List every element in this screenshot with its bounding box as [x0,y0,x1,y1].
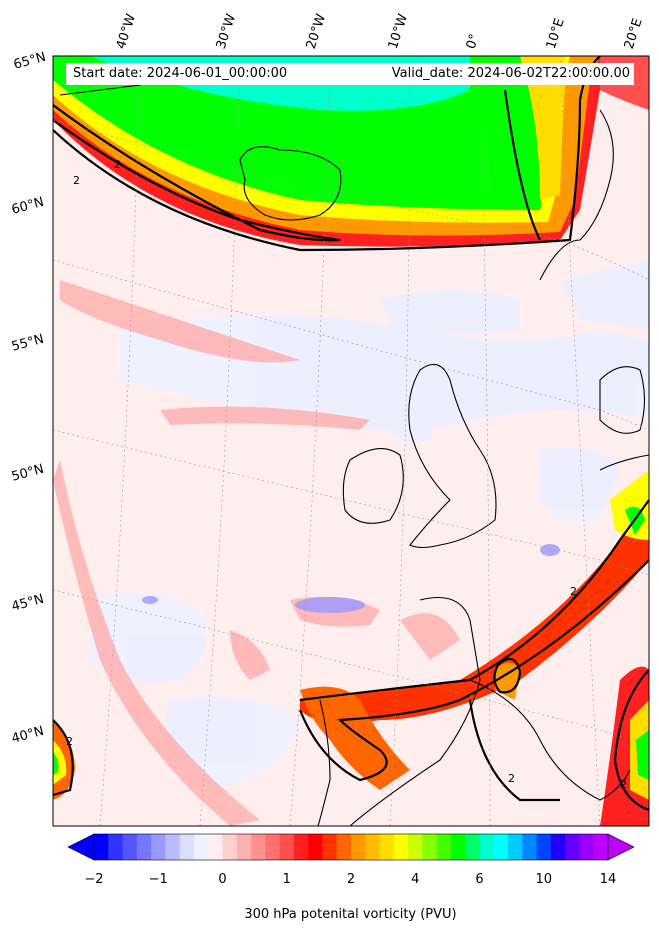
contour-label: 2 [73,174,80,187]
colorbar-cell [379,834,395,860]
colorbar-tick-label: 4 [411,872,420,887]
colorbar-tick-label: 10 [535,872,553,887]
colorbar-cell [493,834,509,860]
colorbar-tick-label: 0 [218,872,227,887]
colorbar-cell [508,834,523,860]
pv-field [53,56,649,826]
colorbar-cell [265,834,281,860]
colorbar-tick-label: 14 [599,872,617,887]
colorbar-tick-label: −1 [148,872,168,887]
info-bar: Start date: 2024-06-01_00:00:00 Valid_da… [66,63,634,85]
colorbar-cell [308,834,323,860]
colorbar-cell [436,834,452,860]
colorbar-cell [222,834,238,860]
contour-label: 2 [508,772,515,785]
colorbar-cell [136,834,152,860]
map-frame [52,55,650,827]
colorbar-tick-label: 1 [282,872,291,887]
colorbar-cell [408,834,423,860]
colorbar-cell [208,834,223,860]
colorbar-tick-label: 2 [346,872,356,887]
colorbar-cell [251,834,266,860]
colorbar-cell [393,834,409,860]
colorbar-cell [94,834,109,860]
colorbar-cell [550,834,566,860]
colorbar-over-arrow [607,833,635,861]
colorbar-cell [450,834,466,860]
colorbar-title: 300 hPa potenital vorticity (PVU) [244,907,457,922]
colorbar-under-arrow [67,833,95,861]
colorbar-cell [279,834,295,860]
colorbar-cell [122,834,138,860]
colorbar-cell [151,834,166,860]
colorbar-cell [536,834,552,860]
pv2-contours [53,56,649,812]
start-date-text: Start date: 2024-06-01_00:00:00 [73,66,288,81]
colorbar-cell [108,834,124,860]
colorbar-cell [422,834,438,860]
colorbar-cell [179,834,195,860]
colorbar-tick-label: 6 [475,872,484,887]
colorbar-cell [322,834,338,860]
colorbar-cell [465,834,480,860]
colorbar-cell [565,834,580,860]
graticule [53,56,649,826]
contour-label: 2 [66,735,73,748]
contour-label: 2 [114,158,121,171]
colorbar-cell [293,834,309,860]
colorbar-cell [351,834,366,860]
colorbar-cell [365,834,381,860]
contour-label: 2 [620,778,627,791]
colorbar-cell [165,834,181,860]
contour-label: 2 [570,585,577,598]
colorbar-cell [593,834,609,860]
colorbar [67,833,635,861]
colorbar-cell [579,834,595,860]
colorbar-cell [336,834,352,860]
colorbar-cell [236,834,252,860]
colorbar-cell [522,834,538,860]
valid-date-text: Valid_date: 2024-06-02T22:00:00.00 [391,66,630,81]
coastlines [59,69,649,826]
colorbar-tick-label: −2 [84,872,104,887]
low-pv-patches [90,260,649,790]
colorbar-cell [479,834,495,860]
colorbar-cell [193,834,209,860]
